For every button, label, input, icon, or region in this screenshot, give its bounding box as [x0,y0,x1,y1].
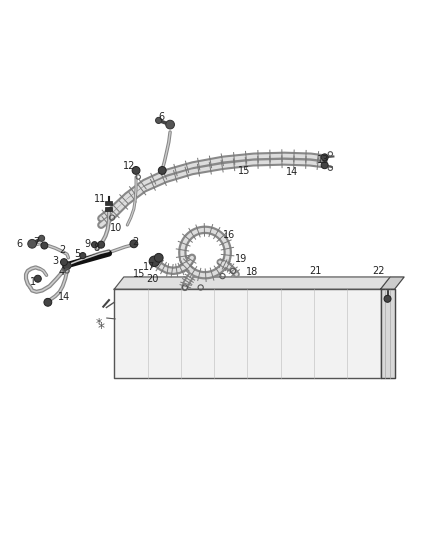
Text: 19: 19 [235,254,247,264]
Text: 2: 2 [132,238,138,247]
Circle shape [41,242,48,249]
Text: 4: 4 [59,266,65,277]
Circle shape [63,262,71,270]
Text: 20: 20 [146,274,159,284]
Polygon shape [114,289,381,378]
Circle shape [154,253,163,262]
Circle shape [92,241,98,248]
Circle shape [384,295,391,302]
Circle shape [321,161,328,169]
Circle shape [149,256,159,266]
Circle shape [44,298,52,306]
Circle shape [28,239,36,248]
Text: 11: 11 [94,194,106,204]
Circle shape [80,253,86,259]
Text: 16: 16 [223,230,235,240]
Circle shape [166,120,174,129]
Text: 9: 9 [84,239,90,249]
Text: 6: 6 [158,112,164,122]
Text: 10: 10 [110,223,123,233]
Circle shape [34,275,41,282]
Bar [106,201,113,205]
Text: 7: 7 [33,237,39,247]
Bar [106,207,113,212]
Circle shape [155,117,162,124]
Text: 17: 17 [143,262,155,272]
Circle shape [98,241,105,248]
Text: 15: 15 [133,269,146,279]
Text: 13: 13 [317,155,329,165]
Text: 8: 8 [94,243,100,253]
Text: 21: 21 [310,266,322,276]
Text: 2: 2 [60,245,66,255]
Text: 15: 15 [238,166,251,176]
Text: *: * [96,317,102,330]
Polygon shape [114,277,390,289]
Polygon shape [381,277,404,289]
Circle shape [132,166,140,174]
Circle shape [321,154,328,161]
Text: 22: 22 [372,266,385,276]
Text: 14: 14 [286,167,298,177]
Circle shape [39,235,45,241]
Circle shape [130,240,138,248]
Circle shape [158,166,166,174]
Circle shape [60,259,67,265]
Text: 14: 14 [58,292,70,302]
Text: 18: 18 [246,266,258,277]
Text: 5: 5 [74,249,80,259]
Text: *: * [98,321,105,335]
Polygon shape [381,289,395,378]
Text: 12: 12 [124,161,136,171]
Text: 6: 6 [16,239,22,249]
Text: 3: 3 [52,256,58,266]
Text: 1: 1 [30,277,36,287]
